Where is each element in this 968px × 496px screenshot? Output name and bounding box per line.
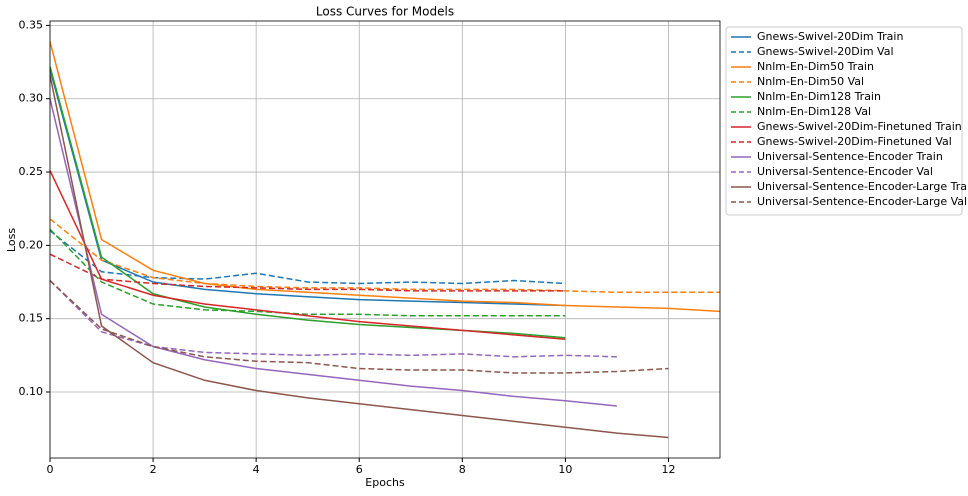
legend-label: Nnlm-En-Dim128 Train [757, 90, 881, 103]
y-tick-label: 0.10 [19, 385, 44, 398]
line-series [49, 280, 617, 358]
legend-frame [725, 26, 963, 216]
legend-label: Universal-Sentence-Encoder Train [757, 150, 943, 163]
line-series [49, 69, 566, 307]
line-series [49, 41, 721, 313]
line-series [49, 218, 720, 294]
legend-label: Gnews-Swivel-20Dim Val [757, 45, 894, 58]
legend-label: Gnews-Swivel-20Dim Train [757, 30, 903, 43]
legend-label: Universal-Sentence-Encoder Val [757, 165, 933, 178]
legend-label: Nnlm-En-Dim50 Val [757, 75, 864, 88]
x-tick-label: 6 [356, 463, 363, 476]
legend-label: Universal-Sentence-Encoder-Large Val [757, 195, 967, 208]
line-series [49, 75, 669, 439]
y-tick-label: 0.25 [19, 165, 44, 178]
line-series [49, 230, 566, 285]
legend-label: Gnews-Swivel-20Dim-Finetuned Val [757, 135, 952, 148]
y-tick-label: 0.20 [19, 238, 44, 251]
line-series [49, 98, 617, 407]
y-tick-label: 0.35 [19, 18, 44, 31]
y-axis-label: Loss [5, 228, 18, 252]
x-tick-label: 2 [150, 463, 157, 476]
x-tick-label: 4 [253, 463, 260, 476]
legend-label: Nnlm-En-Dim128 Val [757, 105, 871, 118]
line-series [49, 253, 566, 292]
x-axis-label: Epochs [365, 476, 405, 489]
legend-label: Nnlm-En-Dim50 Train [757, 60, 874, 73]
x-tick-label: 0 [47, 463, 54, 476]
legend-label: Universal-Sentence-Encoder-Large Train [757, 180, 968, 193]
legend: Gnews-Swivel-20Dim Train Gnews-Swivel-20D… [725, 26, 968, 216]
line-series [49, 228, 566, 317]
x-tick-label: 8 [459, 463, 466, 476]
x-tick-label: 10 [558, 463, 572, 476]
chart-title: Loss Curves for Models [316, 5, 454, 19]
y-tick-label: 0.30 [19, 92, 44, 105]
y-tick-label: 0.15 [19, 312, 44, 325]
legend-label: Gnews-Swivel-20Dim-Finetuned Train [757, 120, 962, 133]
x-tick-label: 12 [661, 463, 675, 476]
plot-frame [49, 20, 721, 459]
line-series [49, 170, 566, 340]
